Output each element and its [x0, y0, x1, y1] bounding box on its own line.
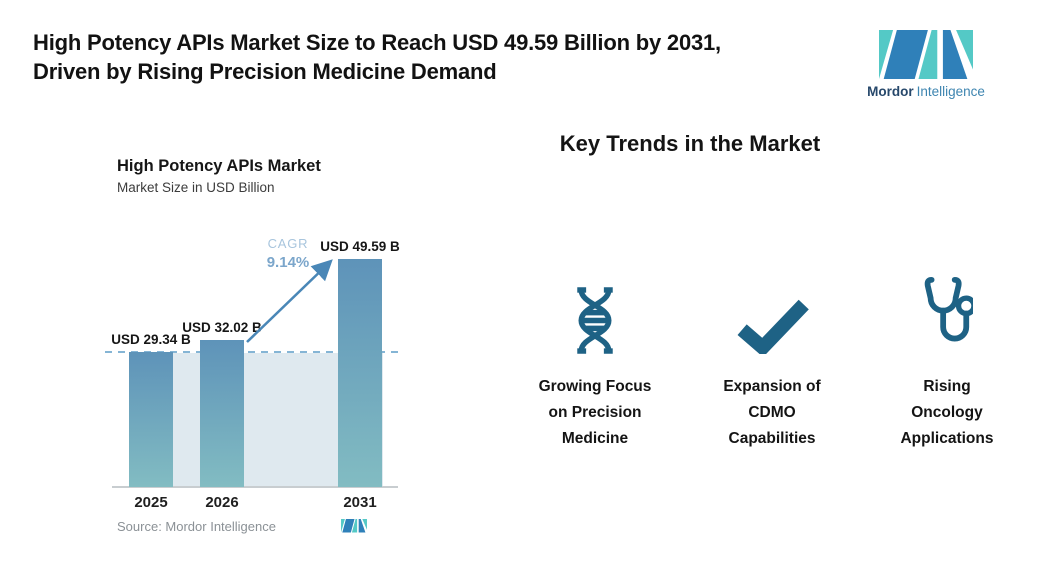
- chart-title: High Potency APIs Market: [117, 157, 321, 175]
- bar-2025: USD 29.34 B: [111, 332, 191, 487]
- bar-value-label-2031: USD 49.59 B: [320, 239, 400, 254]
- dna-icon: [577, 287, 613, 354]
- cagr-label: CAGR: [267, 236, 309, 251]
- stethoscope-icon: [924, 276, 973, 342]
- brand-name-regular: Intelligence: [916, 84, 985, 99]
- brand-logo: Mordor Intelligence: [866, 30, 986, 99]
- cagr-annotation: CAGR 9.14%: [252, 236, 324, 271]
- trend-label: Rising Oncology Applications: [900, 378, 994, 447]
- bar-2026: USD 32.02 B: [182, 320, 262, 487]
- trends-heading: Key Trends in the Market: [559, 131, 821, 156]
- page-title-line2: Driven by Rising Precision Medicine Dema…: [33, 59, 497, 84]
- x-label-2025: 2025: [134, 494, 168, 511]
- dashed-reference-line: [105, 351, 399, 353]
- brand-name-bold: Mordor: [867, 84, 914, 99]
- chart-subtitle: Market Size in USD Billion: [117, 180, 275, 195]
- x-label-2031: 2031: [343, 494, 377, 511]
- cagr-value: 9.14%: [266, 254, 310, 271]
- trend-item-cdmo: Expansion of CDMO Capabilities: [672, 264, 872, 452]
- page-title: High Potency APIs Market Size to Reach U…: [33, 28, 721, 86]
- trend-item-oncology: Rising Oncology Applications: [847, 264, 1042, 452]
- bar-value-label-2025: USD 29.34 B: [111, 332, 191, 347]
- trend-item-precision-medicine: Growing Focus on Precision Medicine: [495, 264, 695, 452]
- brand-wordmark: Mordor Intelligence: [866, 84, 986, 99]
- source-attribution: Source: Mordor Intelligence: [117, 519, 276, 534]
- bar-2031: USD 49.59 B: [320, 239, 400, 487]
- page-title-line1: High Potency APIs Market Size to Reach U…: [33, 30, 721, 55]
- checkmark-icon: [737, 299, 809, 354]
- bar-value-label-2026: USD 32.02 B: [182, 320, 262, 335]
- x-axis-line: [112, 486, 398, 488]
- growth-arrow-icon: [246, 259, 333, 343]
- mordor-intelligence-logo-icon: [879, 30, 973, 79]
- source-logo-icon: [341, 519, 367, 533]
- x-label-2026: 2026: [205, 494, 239, 511]
- trend-label: Expansion of CDMO Capabilities: [723, 378, 821, 447]
- trend-label: Growing Focus on Precision Medicine: [538, 378, 652, 447]
